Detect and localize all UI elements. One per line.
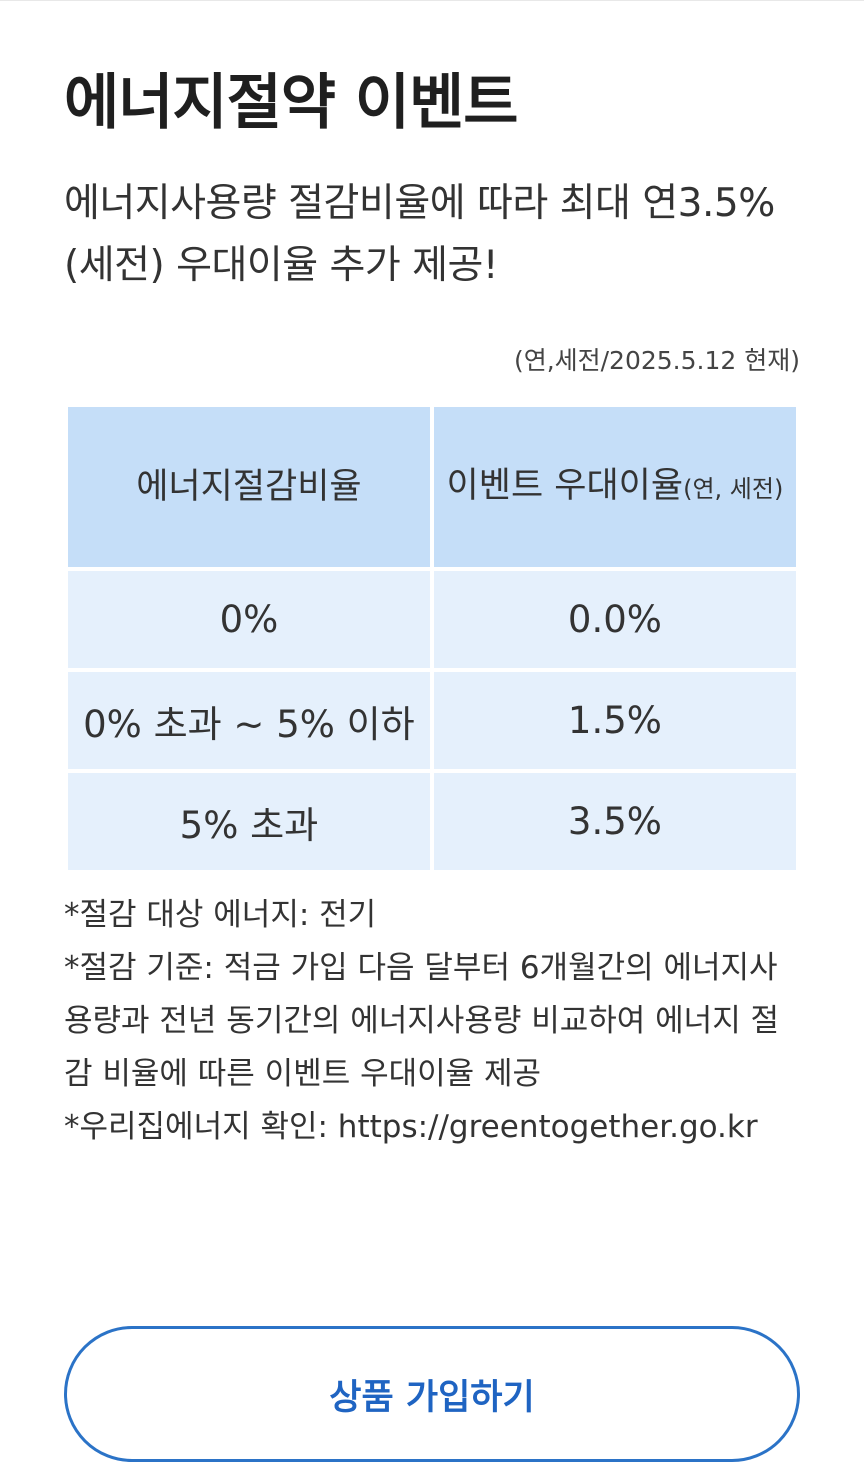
rate-cell: 0.0%: [434, 571, 796, 668]
ratio-cell: 0%: [68, 571, 430, 668]
table-header-row: 에너지절감비율 이벤트 우대이율(연, 세전): [68, 407, 796, 567]
rate-cell: 3.5%: [434, 773, 796, 870]
apply-product-button[interactable]: 상품 가입하기: [64, 1326, 800, 1462]
rate-column-header: 이벤트 우대이율(연, 세전): [434, 407, 796, 567]
note-energy-check-link: *우리집에너지 확인: https://greentogether.go.kr: [64, 1101, 804, 1154]
note-target-energy: *절감 대상 에너지: 전기: [64, 889, 804, 942]
note-saving-criteria: *절감 기준: 적금 가입 다음 달부터 6개월간의 에너지사용량과 전년 동기…: [64, 942, 804, 1101]
page-title: 에너지절약 이벤트: [64, 63, 518, 143]
ratio-cell: 5% 초과: [68, 773, 430, 870]
rate-column-header-unit: (연, 세전): [683, 475, 783, 503]
ratio-column-header: 에너지절감비율: [68, 407, 430, 567]
rate-cell: 1.5%: [434, 672, 796, 769]
table-row: 5% 초과 3.5%: [68, 773, 796, 870]
table-row: 0% 초과 ~ 5% 이하 1.5%: [68, 672, 796, 769]
rate-table: 에너지절감비율 이벤트 우대이율(연, 세전) 0% 0.0% 0% 초과 ~ …: [64, 403, 800, 874]
ratio-cell: 0% 초과 ~ 5% 이하: [68, 672, 430, 769]
rate-basis-note: (연,세전/2025.5.12 현재): [514, 341, 800, 377]
terms-notes: *절감 대상 에너지: 전기 *절감 기준: 적금 가입 다음 달부터 6개월간…: [64, 889, 804, 1154]
event-description: 에너지사용량 절감비율에 따라 최대 연3.5%(세전) 우대이율 추가 제공!: [64, 173, 824, 297]
table-row: 0% 0.0%: [68, 571, 796, 668]
rate-column-header-label: 이벤트 우대이율: [447, 466, 684, 506]
